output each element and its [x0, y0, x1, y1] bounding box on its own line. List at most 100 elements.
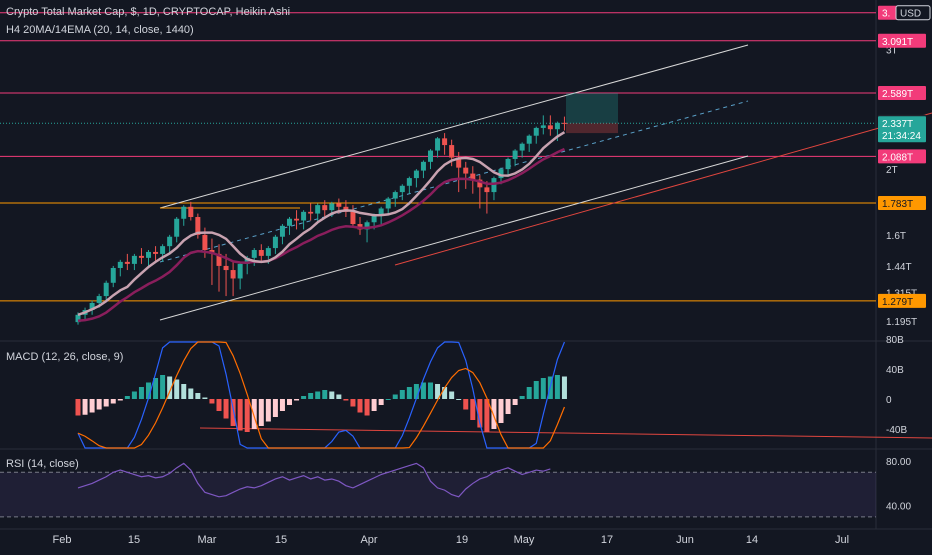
- macd-bar-61: [505, 399, 511, 414]
- rsi-band: [0, 472, 876, 517]
- rsi-tick-label: 80.00: [886, 457, 911, 468]
- price-tick-label: 1.6T: [886, 231, 906, 242]
- macd-bar-37: [336, 394, 342, 399]
- macd-bar-32: [301, 396, 307, 399]
- macd-bar-2: [89, 399, 95, 413]
- macd-bar-30: [287, 399, 292, 405]
- macd-bar-11: [153, 378, 159, 399]
- macd-bar-49: [420, 382, 426, 399]
- price-label-box-4: [878, 116, 926, 143]
- candle-body-18: [202, 234, 208, 250]
- macd-bar-56: [470, 399, 476, 420]
- macd-bar-0: [75, 399, 81, 416]
- macd-bar-10: [146, 382, 151, 399]
- time-tick-label: 17: [601, 534, 613, 546]
- signal-line: [77, 341, 566, 449]
- candle-body-34: [315, 205, 321, 214]
- candle-body-22: [230, 270, 236, 279]
- macd-title[interactable]: MACD (12, 26, close, 9): [6, 351, 124, 363]
- price-axis[interactable]: 3T2T1.6T1.44T1.315T1.195T3.3.091T2.589T2…: [878, 5, 931, 513]
- candle-body-59: [491, 178, 497, 193]
- ma-line: [77, 131, 566, 316]
- candle-body-51: [435, 138, 441, 151]
- macd-bar-15: [181, 384, 187, 399]
- macd-pane: [75, 341, 567, 449]
- drawings: [159, 44, 932, 439]
- macd-bar-29: [279, 399, 285, 411]
- candle-body-43: [378, 208, 384, 216]
- candle-body-2: [89, 302, 95, 311]
- ema-line: [77, 147, 565, 323]
- candle-body-66: [540, 125, 546, 128]
- candle-body-23: [237, 263, 243, 279]
- candle-body-68: [554, 122, 560, 130]
- macd-tick-label: 80B: [886, 335, 904, 346]
- candle-body-56: [470, 173, 476, 180]
- time-tick-label: Feb: [53, 534, 72, 546]
- macd-bar-59: [491, 399, 497, 429]
- rsi-pane: [0, 462, 876, 518]
- macd-bar-65: [533, 381, 539, 399]
- candle-body-25: [251, 249, 257, 258]
- candle-body-46: [399, 185, 405, 193]
- time-axis[interactable]: Feb 15 Mar 15 Apr 19 May 17 Jun 14 Jul: [53, 534, 850, 546]
- candle-body-6: [117, 261, 123, 268]
- candle-body-44: [385, 198, 391, 209]
- macd-bar-46: [399, 390, 405, 399]
- time-tick-label: 14: [746, 534, 758, 546]
- macd-bar-14: [174, 379, 180, 399]
- candle-body-48: [413, 170, 419, 179]
- macd-bar-25: [251, 399, 257, 429]
- macd-bar-40: [357, 399, 363, 413]
- macd-bar-58: [484, 399, 490, 432]
- macd-bar-52: [442, 387, 448, 399]
- candle-body-52: [442, 138, 448, 146]
- candle-body-7: [124, 261, 130, 264]
- candle-body-47: [406, 178, 412, 186]
- candle-body-16: [188, 206, 194, 218]
- price-label-2: 2.589T: [882, 89, 913, 100]
- macd-bar-54: [456, 399, 462, 400]
- candle-body-15: [181, 206, 187, 219]
- macd-bar-3: [96, 399, 102, 410]
- candle-body-28: [272, 236, 278, 249]
- macd-bar-36: [329, 391, 335, 399]
- macd-bar-41: [364, 399, 370, 416]
- candle-body-30: [287, 218, 292, 226]
- grid: [0, 0, 932, 530]
- indicator-title[interactable]: H4 20MA/14EMA (20, 14, close, 1440): [6, 24, 194, 36]
- candle-body-11: [153, 251, 159, 254]
- position-stop-zone: [566, 123, 618, 134]
- candle-body-50: [428, 150, 433, 162]
- candle-body-55: [463, 167, 469, 174]
- candle-body-13: [167, 236, 173, 247]
- time-tick-label: 15: [275, 534, 287, 546]
- candle-body-45: [392, 192, 398, 199]
- position-target-zone: [566, 93, 618, 124]
- macd-tick-label: 40B: [886, 365, 904, 376]
- candle-body-21: [223, 265, 229, 271]
- candle-body-31: [294, 218, 300, 221]
- rsi-line: [77, 462, 551, 498]
- symbol-title[interactable]: Crypto Total Market Cap, $, 1D, CRYPTOCA…: [6, 6, 291, 18]
- candle-body-41: [364, 222, 370, 230]
- channel-mid-dashed: [159, 100, 749, 263]
- price-label-box-7: [878, 293, 926, 308]
- macd-bar-35: [322, 390, 328, 399]
- macd-bar-17: [195, 393, 201, 399]
- candle-body-10: [146, 251, 151, 258]
- candle-body-57: [477, 179, 483, 188]
- rsi-title[interactable]: RSI (14, close): [6, 458, 79, 470]
- candle-body-26: [258, 249, 264, 256]
- macd-bar-43: [378, 399, 384, 405]
- price-tick-label: 1.44T: [886, 262, 912, 273]
- macd-bar-68: [554, 375, 560, 399]
- price-label-6: 1.783T: [882, 199, 913, 210]
- macd-bar-57: [477, 399, 483, 428]
- macd-bar-64: [526, 387, 532, 399]
- price-levels: [0, 12, 876, 302]
- candle-body-63: [519, 143, 525, 151]
- candle-body-32: [301, 211, 307, 221]
